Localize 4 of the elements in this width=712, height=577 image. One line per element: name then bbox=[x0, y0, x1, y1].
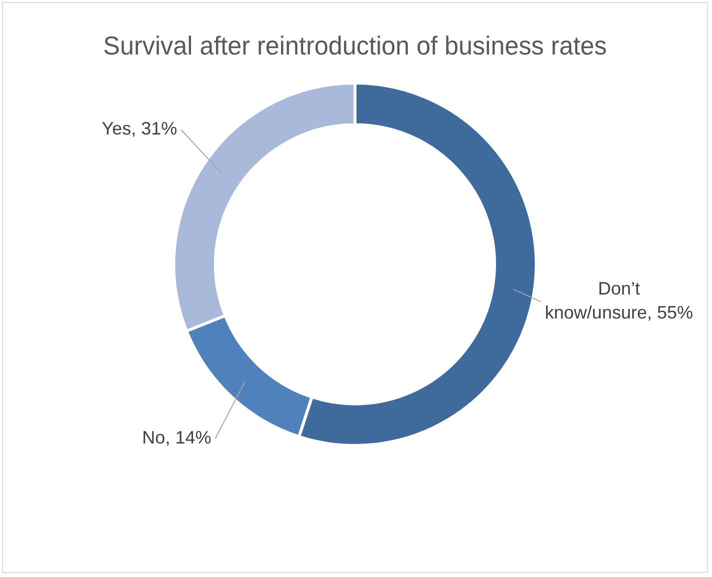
slice-label: Yes, 31% bbox=[102, 118, 178, 139]
slice-label: Don’t know/unsure, 55% bbox=[544, 278, 694, 323]
chart-title: Survival after reintroduction of business rates bbox=[103, 32, 607, 61]
slice-label: No, 14% bbox=[142, 428, 212, 448]
